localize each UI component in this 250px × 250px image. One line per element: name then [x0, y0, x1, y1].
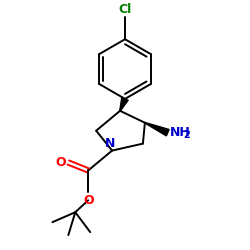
Polygon shape [145, 122, 169, 136]
Polygon shape [120, 98, 128, 111]
Text: O: O [83, 194, 94, 207]
Text: Cl: Cl [118, 3, 132, 16]
Text: N: N [105, 136, 115, 149]
Text: NH: NH [170, 126, 190, 139]
Text: O: O [56, 156, 66, 169]
Text: 2: 2 [184, 130, 190, 140]
